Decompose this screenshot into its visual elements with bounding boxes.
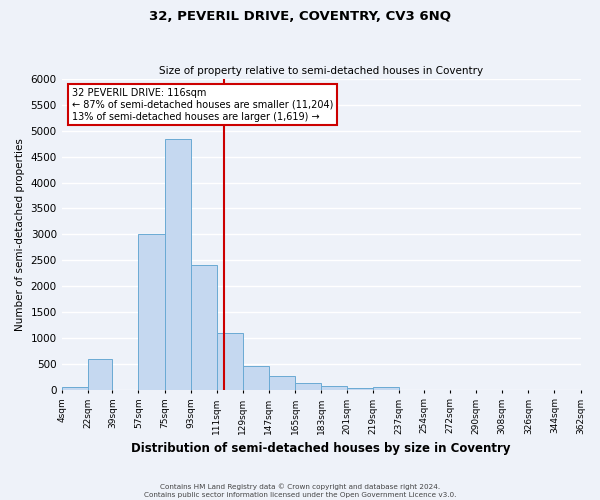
Bar bbox=[243, 366, 269, 390]
Bar bbox=[217, 332, 243, 390]
Bar bbox=[139, 234, 164, 390]
Text: 32 PEVERIL DRIVE: 116sqm
← 87% of semi-detached houses are smaller (11,204)
13% : 32 PEVERIL DRIVE: 116sqm ← 87% of semi-d… bbox=[72, 88, 334, 122]
Text: 32, PEVERIL DRIVE, COVENTRY, CV3 6NQ: 32, PEVERIL DRIVE, COVENTRY, CV3 6NQ bbox=[149, 10, 451, 23]
Bar bbox=[164, 138, 191, 390]
Title: Size of property relative to semi-detached houses in Coventry: Size of property relative to semi-detach… bbox=[159, 66, 483, 76]
Bar bbox=[373, 387, 400, 390]
Bar bbox=[62, 387, 88, 390]
Y-axis label: Number of semi-detached properties: Number of semi-detached properties bbox=[15, 138, 25, 331]
Bar bbox=[321, 386, 347, 390]
Bar bbox=[269, 376, 295, 390]
Bar bbox=[191, 266, 217, 390]
Text: Contains HM Land Registry data © Crown copyright and database right 2024.
Contai: Contains HM Land Registry data © Crown c… bbox=[144, 484, 456, 498]
Bar bbox=[88, 358, 112, 390]
X-axis label: Distribution of semi-detached houses by size in Coventry: Distribution of semi-detached houses by … bbox=[131, 442, 511, 455]
Bar bbox=[295, 383, 321, 390]
Bar bbox=[347, 388, 373, 390]
